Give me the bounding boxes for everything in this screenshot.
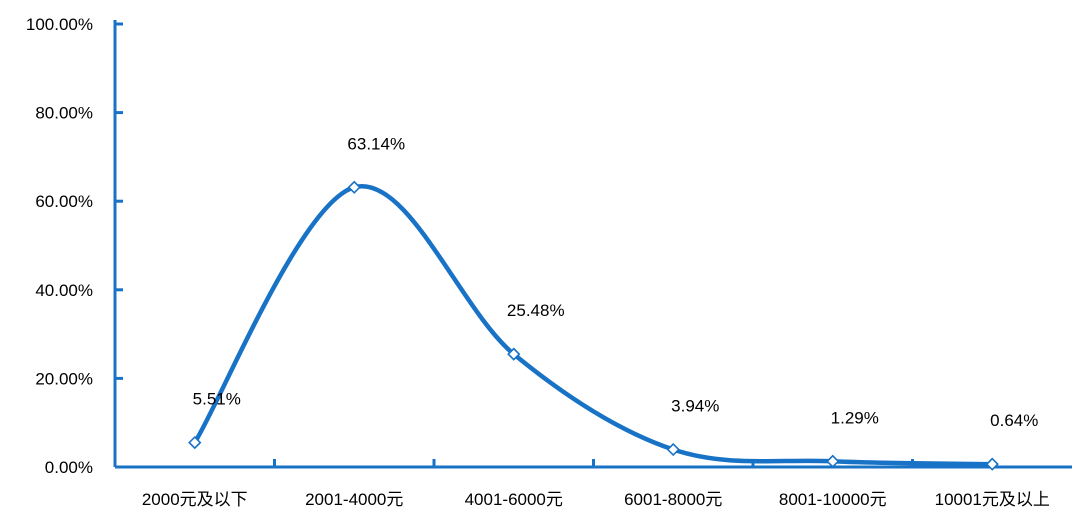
chart-series	[188, 180, 999, 471]
data-label: 3.94%	[671, 397, 719, 416]
y-tick-label: 80.00%	[35, 104, 93, 123]
data-point-marker	[666, 442, 680, 457]
data-point-marker	[826, 454, 840, 468]
y-tick-label: 100.00%	[26, 15, 93, 34]
chart-axes: 0.00% 20.00% 40.00% 60.00% 80.00% 100.00% 2000…	[26, 15, 1072, 509]
x-tick-label: 2000元及以下	[142, 490, 248, 509]
data-label: 5.51%	[193, 390, 241, 409]
data-label: 1.29%	[831, 408, 879, 427]
data-label: 0.64%	[990, 411, 1038, 430]
data-label: 63.14%	[347, 134, 405, 153]
x-tick-label: 6001-8000元	[624, 490, 722, 509]
x-tick-label: 8001-10000元	[779, 490, 887, 509]
data-point-marker	[347, 180, 361, 194]
y-tick-label: 20.00%	[35, 369, 93, 388]
data-point-marker	[985, 457, 999, 471]
y-tick-label: 40.00%	[35, 281, 93, 300]
x-tick-label: 10001元及以上	[935, 490, 1050, 509]
chart-labels: 5.51% 63.14% 25.48% 3.94% 1.29% 0.64%	[193, 134, 1039, 430]
x-tick-label: 4001-6000元	[465, 490, 563, 509]
data-point-marker	[507, 347, 521, 361]
y-tick-label: 60.00%	[35, 192, 93, 211]
x-tick-label: 2001-4000元	[305, 490, 403, 509]
data-label: 25.48%	[507, 301, 565, 320]
data-point-marker	[188, 435, 202, 450]
y-tick-label: 0.00%	[45, 458, 93, 477]
